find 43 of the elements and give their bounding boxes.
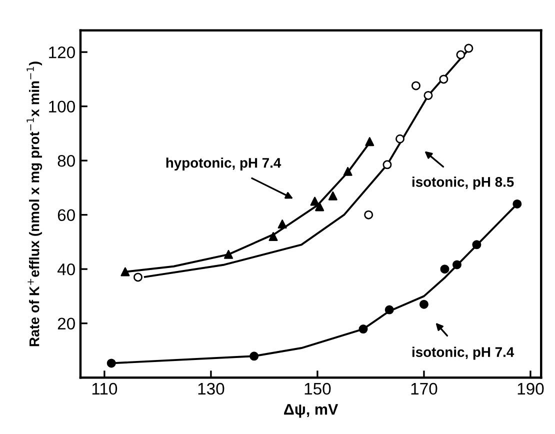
point bbox=[310, 196, 320, 206]
point bbox=[133, 272, 142, 282]
point bbox=[120, 267, 130, 276]
point bbox=[364, 210, 374, 220]
annotation: isotonic, pH 8.5 bbox=[412, 176, 514, 190]
point bbox=[396, 134, 404, 144]
point bbox=[358, 324, 368, 334]
y-tick-label: 100 bbox=[49, 100, 75, 113]
annotation: hypotonic, pH 7.4 bbox=[166, 158, 282, 171]
point bbox=[278, 220, 287, 229]
point bbox=[419, 300, 428, 309]
y-tick-label: 80 bbox=[58, 154, 75, 167]
point bbox=[512, 199, 522, 208]
y-tick-label: 20 bbox=[58, 318, 75, 330]
y-axis-title: Rate of K$^{+}$efflux (nmol x mg prot$^{−1}$x min$^{−1}$) bbox=[26, 62, 42, 346]
point bbox=[472, 240, 482, 250]
point bbox=[456, 50, 466, 60]
y-tick-label: 40 bbox=[57, 263, 75, 276]
point bbox=[439, 74, 448, 84]
point bbox=[106, 358, 116, 368]
point bbox=[384, 305, 394, 314]
annotation: isotonic, pH 7.4 bbox=[412, 346, 514, 360]
point bbox=[382, 160, 392, 170]
y-tick-label: 60 bbox=[58, 209, 75, 222]
point bbox=[250, 352, 259, 361]
x-tick-label: 170 bbox=[411, 382, 438, 395]
point bbox=[452, 260, 462, 270]
x-tick-label: 130 bbox=[198, 382, 224, 395]
x-tick-label: 110 bbox=[92, 382, 118, 395]
point bbox=[315, 202, 324, 212]
x-tick-label: 150 bbox=[304, 382, 331, 395]
point bbox=[224, 250, 234, 259]
x-tick-label: 190 bbox=[518, 382, 544, 395]
point bbox=[268, 232, 278, 242]
point bbox=[440, 264, 450, 274]
point bbox=[464, 44, 474, 53]
point bbox=[328, 191, 338, 200]
point bbox=[343, 166, 352, 176]
y-tick-label: 120 bbox=[49, 46, 75, 58]
point bbox=[365, 137, 374, 146]
point bbox=[424, 90, 433, 100]
point bbox=[411, 81, 420, 90]
x-axis-title: Δψ, mV bbox=[284, 404, 338, 418]
